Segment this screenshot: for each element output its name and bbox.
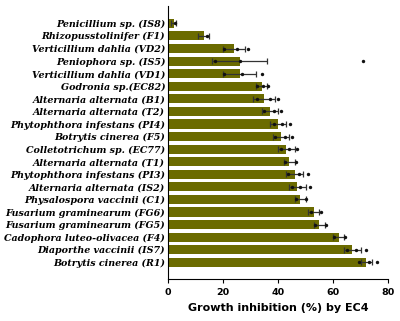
Bar <box>168 94 264 103</box>
Point <box>278 109 284 114</box>
Point <box>366 260 372 265</box>
Bar <box>168 31 204 40</box>
Point <box>342 235 348 240</box>
Point <box>279 121 285 126</box>
Bar <box>168 19 174 28</box>
Point <box>297 184 303 189</box>
Point <box>239 71 246 76</box>
Point <box>360 58 366 64</box>
Point <box>363 247 369 252</box>
Point <box>254 84 260 89</box>
Bar <box>168 82 262 91</box>
Bar <box>168 69 240 78</box>
Bar <box>168 132 281 141</box>
Bar <box>168 220 319 229</box>
Point <box>236 58 243 64</box>
Point <box>308 210 314 215</box>
Point <box>271 121 277 126</box>
Point <box>234 46 240 51</box>
Bar <box>168 157 289 166</box>
Point <box>221 71 228 76</box>
Bar <box>168 182 297 191</box>
Point <box>353 247 360 252</box>
Point <box>306 184 313 189</box>
Point <box>302 197 309 202</box>
Point <box>275 96 281 101</box>
Point <box>278 147 284 152</box>
Bar <box>168 119 278 128</box>
Point <box>312 222 318 227</box>
Point <box>284 172 291 177</box>
Point <box>323 222 329 227</box>
Point <box>282 159 288 164</box>
Point <box>265 84 272 89</box>
Point <box>272 134 278 139</box>
Point <box>286 147 292 152</box>
Point <box>282 134 288 139</box>
Bar <box>168 144 286 154</box>
Point <box>331 235 338 240</box>
Bar <box>168 245 352 254</box>
X-axis label: Growth inhibition (%) by EC4: Growth inhibition (%) by EC4 <box>188 303 368 313</box>
Point <box>294 147 300 152</box>
Point <box>344 247 350 252</box>
Bar <box>168 107 270 116</box>
Bar <box>168 44 234 53</box>
Point <box>318 210 324 215</box>
Point <box>374 260 380 265</box>
Point <box>172 21 178 26</box>
Point <box>293 197 299 202</box>
Point <box>293 159 299 164</box>
Bar <box>168 207 314 217</box>
Bar <box>168 170 294 179</box>
Bar <box>168 195 300 204</box>
Point <box>305 172 312 177</box>
Point <box>356 260 362 265</box>
Point <box>288 184 295 189</box>
Point <box>288 134 295 139</box>
Bar <box>168 233 338 242</box>
Point <box>244 46 251 51</box>
Point <box>212 58 218 64</box>
Bar <box>168 56 240 65</box>
Point <box>254 96 260 101</box>
Point <box>258 71 265 76</box>
Point <box>261 109 268 114</box>
Point <box>260 84 266 89</box>
Bar <box>168 258 366 267</box>
Point <box>203 33 210 39</box>
Point <box>296 172 302 177</box>
Point <box>221 46 228 51</box>
Point <box>287 121 294 126</box>
Point <box>266 96 273 101</box>
Point <box>271 109 277 114</box>
